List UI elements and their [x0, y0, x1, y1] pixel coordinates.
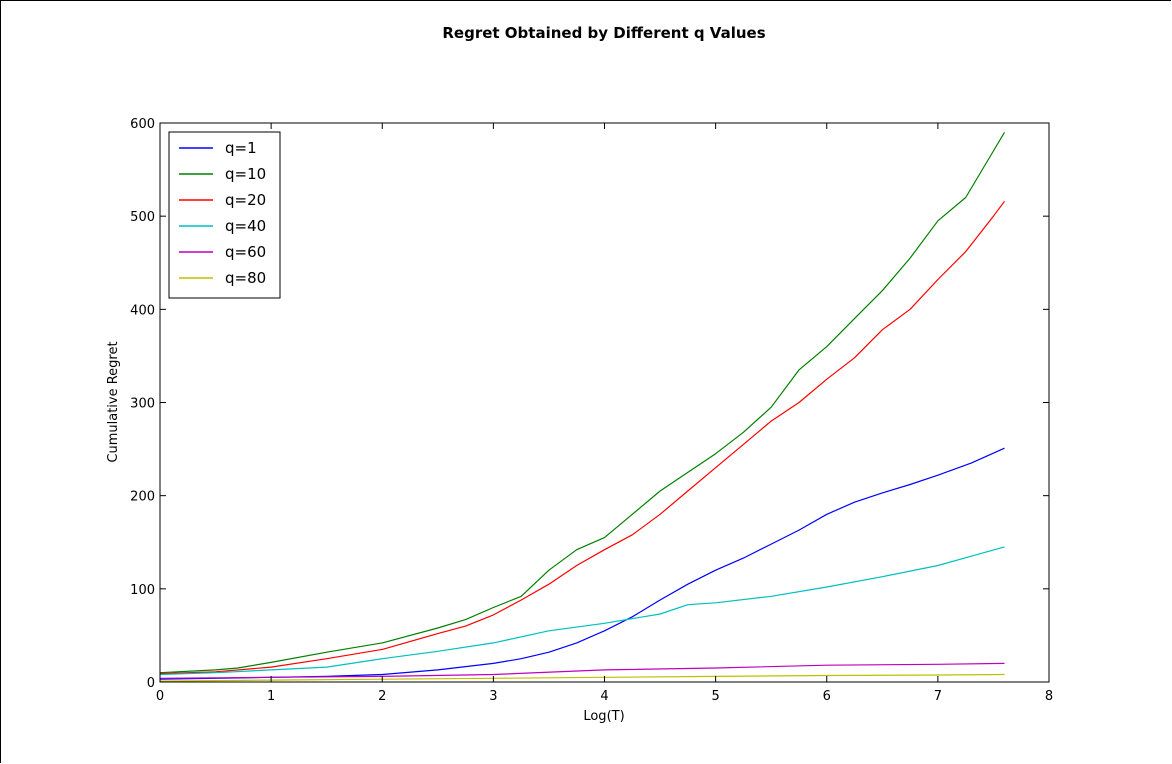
y-tick-label: 500	[130, 210, 155, 225]
legend-label: q=60	[225, 243, 266, 261]
x-tick-label: 3	[489, 689, 497, 704]
x-tick-label: 6	[823, 689, 831, 704]
x-tick-label: 2	[378, 689, 386, 704]
y-tick-label: 600	[130, 117, 155, 132]
series-line-q-20	[159, 200, 1005, 675]
series-line-q-60	[159, 662, 1005, 679]
series-line-q-80	[159, 673, 1005, 682]
legend-label: q=80	[225, 269, 266, 287]
legend: q=1 q=10 q=20 q=40 q=60 q=80	[168, 131, 281, 299]
y-tick-label: 300	[130, 397, 155, 412]
x-axis-label: Log(T)	[583, 709, 624, 724]
y-tick-label: 100	[130, 583, 155, 598]
x-tick-label: 4	[600, 689, 608, 704]
legend-label: q=1	[225, 139, 257, 157]
y-axis: 0 100 200 300 400 500 600	[130, 117, 1049, 691]
x-tick-label: 7	[934, 689, 942, 704]
x-tick-label: 1	[267, 689, 275, 704]
plot-area-frame	[159, 122, 1050, 683]
legend-box	[168, 131, 281, 299]
x-tick-label: 8	[1045, 689, 1053, 704]
legend-label: q=10	[225, 165, 266, 183]
legend-label: q=40	[225, 217, 266, 235]
series-line-q-10	[159, 131, 1006, 674]
y-tick-label: 0	[147, 676, 155, 691]
y-tick-label: 200	[130, 490, 155, 505]
y-axis-label: Cumulative Regret	[106, 341, 121, 462]
legend-label: q=20	[225, 191, 266, 209]
x-tick-label: 0	[156, 689, 164, 704]
chart-title: Regret Obtained by Different q Values	[442, 24, 765, 42]
x-axis: 0 1 2 3 4 5 6 7 8	[156, 123, 1053, 704]
series-line-q-1	[159, 447, 1005, 680]
x-tick-label: 5	[711, 689, 719, 704]
y-tick-label: 400	[130, 303, 155, 318]
plot-lines	[159, 131, 1006, 682]
series-line-q-40	[159, 546, 1005, 676]
